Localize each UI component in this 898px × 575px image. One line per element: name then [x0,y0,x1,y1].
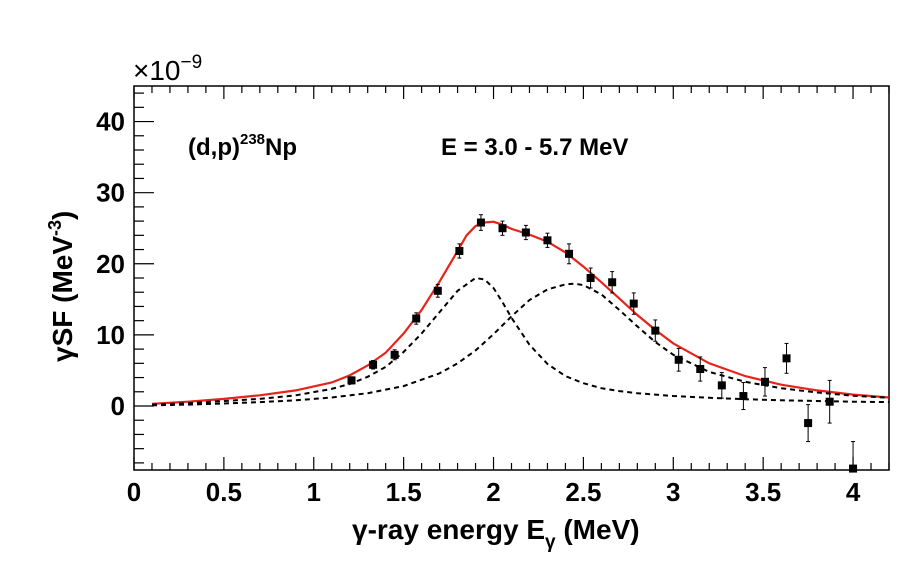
data-point [717,381,726,390]
data-point [521,228,530,237]
x-tick-label: 0 [127,477,141,507]
data-point [651,326,660,335]
data-point [390,350,399,359]
data-point [849,464,858,473]
data-point [674,355,683,364]
data-point [739,392,748,401]
data-point [347,376,356,385]
annotation-reaction: (d,p)238Np [188,131,297,161]
y-tick-label: 40 [96,107,125,137]
x-tick-label: 2.5 [565,477,601,507]
y-tick-label: 30 [96,178,125,208]
data-point [608,278,617,287]
x-tick-label: 1.5 [386,477,422,507]
x-tick-label: 4 [846,477,861,507]
component-curve-dashed [151,276,889,406]
y-axis-title: γSF (MeV-3) [45,211,78,362]
x-tick-label: 2 [486,477,500,507]
annotation-energy-range: E = 3.0 - 5.7 MeV [441,134,628,161]
data-point [760,377,769,386]
y-tick-label: 20 [96,249,125,279]
x-axis-title: γ-ray energy Eγ (MeV) [352,514,640,553]
data-point [543,236,552,245]
data-point [433,286,442,295]
data-point [455,246,464,255]
x-tick-label: 1 [307,477,321,507]
data-point [804,419,813,428]
data-point [498,224,507,233]
y-multiplier: ×10−9 [133,52,202,86]
data-point [629,299,638,308]
data-point [782,354,791,363]
curves [151,220,889,407]
axis-ticks [133,86,890,470]
data-point [565,249,574,258]
y-tick-label: 10 [96,320,125,350]
component-curve-dashed [151,282,889,407]
data-point [369,360,378,369]
y-tick-label: 0 [111,391,125,421]
data-point [825,397,834,406]
x-tick-label: 0.5 [206,477,242,507]
x-tick-label: 3 [666,477,680,507]
data-point [476,218,485,227]
total-fit-curve [151,220,889,405]
data-points [347,214,858,473]
data-point [412,314,421,323]
data-point [586,274,595,282]
data-point [696,365,705,374]
x-tick-label: 3.5 [745,477,781,507]
